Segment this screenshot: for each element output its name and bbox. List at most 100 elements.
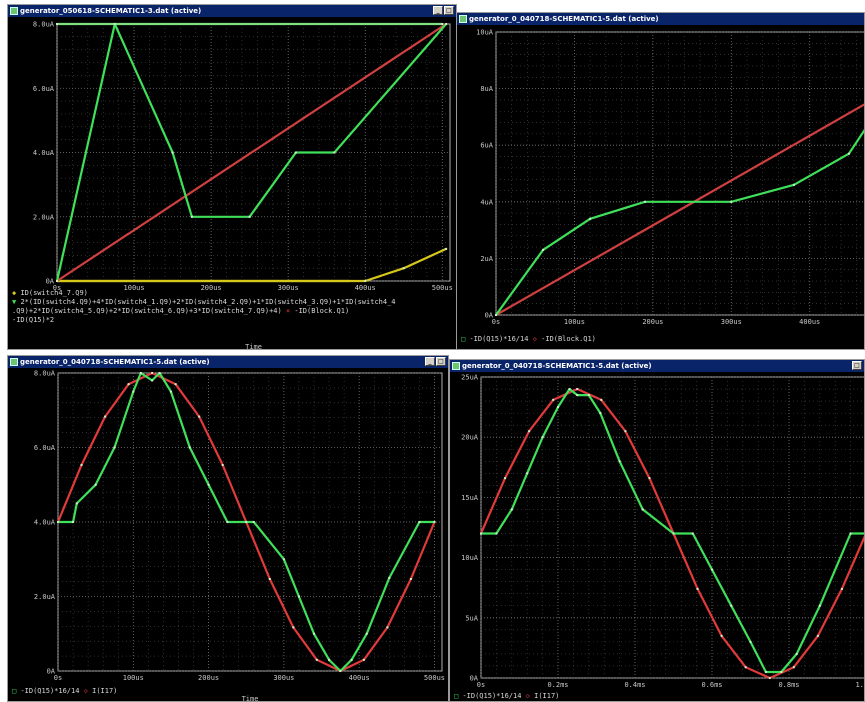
series-line-2 <box>57 247 447 283</box>
legend-entry[interactable]: 2*(ID(switch4.Q9)+4*ID(switch4_1.Q9)+2*I… <box>20 298 395 306</box>
plot-canvas-1[interactable]: 0s 100us 200us 300us 400us 500us 0A 2.0uA 4.0uA 6… <box>8 17 457 350</box>
legend-line[interactable]: .Q9)+2*ID(switch4_5.Q9)+2*ID(switch4_6.Q… <box>12 307 349 315</box>
legend-line[interactable]: -ID(Q15)*2 <box>12 316 54 324</box>
data-point <box>793 183 796 186</box>
probe-app-icon <box>452 362 460 370</box>
y-tick-label: 4.0uA <box>33 149 55 157</box>
legend-entry[interactable]: -ID(Q15)*16/14 <box>469 335 528 343</box>
x-axis-label: Time <box>245 343 262 350</box>
legend-entry[interactable]: -ID(Q15)*2 <box>12 316 54 324</box>
data-point <box>849 532 852 535</box>
data-point <box>333 151 336 154</box>
x-tick-label: 200us <box>198 674 219 682</box>
legend-line[interactable]: ▼ 2*(ID(switch4.Q9)+4*ID(switch4_1.Q9)+2… <box>12 298 396 306</box>
data-point <box>198 415 201 418</box>
plot-window-2[interactable]: generator_0_040718-SCHEMATIC1-5.dat (act… <box>456 12 865 350</box>
minimize-button[interactable]: _ <box>433 6 443 15</box>
legend-entry[interactable]: -ID(Q15)*16/14 <box>20 687 79 695</box>
data-point <box>495 314 497 316</box>
legend-marker: × <box>282 307 295 315</box>
data-point <box>292 626 295 629</box>
plot-canvas-3[interactable]: 0s 100us 200us 300us 400us 500us 0A 2.0uA 4.0uA 6… <box>8 368 449 702</box>
y-tick-label: 6.0uA <box>34 444 56 452</box>
legend-entry[interactable]: -ID(Q15)*16/14 <box>462 692 521 700</box>
data-point <box>599 412 602 415</box>
legend-entry[interactable]: I(I17) <box>534 692 559 700</box>
data-point <box>362 658 365 661</box>
plot-window-4[interactable]: generator_0_040718-SCHEMATIC1-5.dat (act… <box>449 359 865 702</box>
x-tick-label: 0s <box>477 681 485 689</box>
series-line-1 <box>495 128 864 316</box>
x-tick-label: 1.0ms <box>855 681 865 689</box>
data-point <box>744 666 747 669</box>
legend-line[interactable]: ◆ ID(switch4_7.Q9) <box>12 289 88 297</box>
data-point <box>221 464 224 467</box>
legend-marker: □ <box>12 687 20 695</box>
data-point <box>339 670 342 672</box>
legend-entry[interactable]: .Q9)+2*ID(switch4_5.Q9)+2*ID(switch4_6.Q… <box>12 307 282 315</box>
data-point <box>80 464 83 467</box>
window-titlebar[interactable]: generator_050618-SCHEMATIC1-3.dat (activ… <box>8 5 456 17</box>
data-point <box>480 532 482 535</box>
data-point <box>557 406 559 409</box>
data-point <box>587 394 590 397</box>
legend-marker: □ <box>461 335 469 343</box>
window-title: generator_050618-SCHEMATIC1-3.dat (activ… <box>20 7 202 15</box>
data-point <box>364 280 367 282</box>
x-tick-label: 100us <box>124 284 145 292</box>
data-point <box>749 640 752 643</box>
data-point <box>510 508 513 511</box>
legend-entry[interactable]: -ID(Block.Q1) <box>294 307 349 315</box>
data-point <box>552 398 555 401</box>
data-point <box>764 670 767 673</box>
legend-entry[interactable]: I(I17) <box>92 687 117 695</box>
data-point <box>402 267 405 270</box>
minimize-button[interactable]: _ <box>425 357 435 366</box>
plot-canvas-2[interactable]: 0s100us200us300us400us500us0A2uA4uA6uA8u… <box>457 25 865 350</box>
x-tick-label: 500us <box>432 284 453 292</box>
data-point <box>433 521 436 523</box>
maximize-button[interactable]: □ <box>444 6 454 15</box>
x-tick-label: 300us <box>721 318 742 326</box>
data-point <box>542 248 545 251</box>
grid <box>480 376 864 679</box>
data-point <box>315 658 318 661</box>
maximize-button[interactable]: □ <box>436 357 446 366</box>
plot-window-1[interactable]: generator_050618-SCHEMATIC1-3.dat (activ… <box>7 4 457 350</box>
data-point <box>190 215 193 218</box>
legend-entry[interactable]: -ID(Block.Q1) <box>541 335 596 343</box>
x-tick-label: 400us <box>349 674 370 682</box>
data-point <box>174 383 177 386</box>
y-tick-label: 4uA <box>480 198 493 206</box>
data-point <box>226 521 229 523</box>
x-tick-label: 0s <box>492 318 500 326</box>
data-point <box>328 658 331 661</box>
window-titlebar[interactable]: generator_0_040718-SCHEMATIC1-5.dat (act… <box>450 360 864 372</box>
data-point <box>72 521 75 523</box>
x-tick-label: 0.2ms <box>547 681 568 689</box>
data-point <box>151 379 154 382</box>
y-tick-label: 6uA <box>480 142 493 150</box>
window-titlebar[interactable]: generator_0_040718-SCHEMATIC1-5.dat (act… <box>8 356 448 368</box>
series-line-4 <box>55 22 447 282</box>
plot-canvas-4[interactable]: 0s 0.2ms 0.4ms 0.6ms 0.8ms 1.0ms 0A 5uA 10uA 15uA… <box>450 372 865 702</box>
y-tick-label: 10uA <box>461 554 479 562</box>
data-point <box>792 666 795 669</box>
data-point <box>730 200 733 203</box>
legend-line[interactable]: □ -ID(Q15)*16/14 ◇ I(I17) <box>454 692 559 700</box>
plot-window-3[interactable]: generator_0_040718-SCHEMATIC1-5.dat (act… <box>7 355 449 702</box>
legend-entry[interactable]: ID(switch4_7.Q9) <box>20 289 87 297</box>
grid <box>56 23 450 282</box>
window-titlebar[interactable]: generator_0_040718-SCHEMATIC1-5.dat (act… <box>457 13 864 25</box>
y-tick-label: 25uA <box>461 374 479 382</box>
y-tick-label: 8.0uA <box>33 21 55 29</box>
x-tick-label: 400us <box>355 284 376 292</box>
grid <box>495 31 864 316</box>
x-tick-label: 0.8ms <box>778 681 799 689</box>
data-point <box>445 247 448 250</box>
data-point <box>696 587 699 590</box>
maximize-button[interactable]: □ <box>852 361 862 370</box>
data-point <box>795 652 798 655</box>
legend-line[interactable]: □ -ID(Q15)*16/14 ◇ -ID(Block.Q1) <box>461 335 596 343</box>
legend-line[interactable]: □ -ID(Q15)*16/14 ◇ I(I17) <box>12 687 117 695</box>
